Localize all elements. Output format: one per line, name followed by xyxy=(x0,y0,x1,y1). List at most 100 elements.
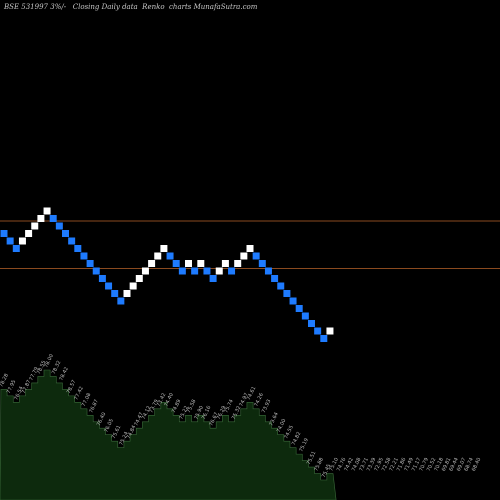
volume-label: 75.24 xyxy=(118,431,129,447)
renko-brick xyxy=(308,320,315,327)
renko-brick xyxy=(123,290,131,297)
volume-label: 78.32 xyxy=(51,360,62,376)
description-label: Closing Daily data xyxy=(72,3,138,11)
volume-label: 75.90 xyxy=(193,405,204,421)
source-label: charts MunafaSutra.com xyxy=(169,3,258,11)
renko-brick xyxy=(203,267,211,275)
renko-brick xyxy=(18,237,26,245)
volume-label: 75.19 xyxy=(298,437,309,453)
volume-label: 75.10 xyxy=(328,457,339,473)
renko-brick xyxy=(86,260,94,267)
volume-label: 77.79 xyxy=(28,366,39,382)
volume-label: 73.39 xyxy=(366,457,377,473)
renko-brick xyxy=(92,267,100,275)
renko-brick xyxy=(209,275,217,282)
renko-brick xyxy=(105,282,113,290)
volume-label: 75.32 xyxy=(231,405,242,421)
volume-label: 71.86 xyxy=(396,457,407,473)
renko-brick xyxy=(141,267,149,275)
renko-brick xyxy=(289,297,297,305)
volume-area-shape xyxy=(0,369,337,500)
renko-brick xyxy=(74,245,82,252)
volume-label: 76.67 xyxy=(208,412,219,428)
volume-label: 75.74 xyxy=(223,399,234,415)
volume-label: 76.29 xyxy=(216,405,227,421)
volume-label: 74.42 xyxy=(343,457,354,473)
volume-label: 76.16 xyxy=(201,405,212,421)
renko-brick xyxy=(166,252,174,260)
volume-label: 77.42 xyxy=(73,386,84,402)
renko-brick xyxy=(264,267,272,275)
volume-label: 76.40 xyxy=(96,412,107,428)
volume-label: 72.21 xyxy=(388,457,399,473)
volume-label: 74.08 xyxy=(351,457,362,473)
volume-label: 74.00 xyxy=(276,418,287,434)
volume-label: 74.82 xyxy=(291,431,302,447)
renko-brick xyxy=(258,260,266,267)
volume-label: 73.79 xyxy=(148,399,159,415)
volume-label: 77.95 xyxy=(6,379,17,395)
renko-brick xyxy=(31,222,39,230)
renko-brick xyxy=(234,260,242,267)
renko-brick xyxy=(49,215,57,222)
renko-brick xyxy=(25,230,33,237)
volume-label: 78.00 xyxy=(43,353,54,369)
renko-brick xyxy=(98,275,106,282)
extra-label: /- xyxy=(61,3,67,11)
volume-label: 78.55 xyxy=(36,360,47,376)
volume-labels: 78.2877.9576.5477.8777.7978.5578.0078.32… xyxy=(0,353,482,479)
volume-label: 68.40 xyxy=(471,457,482,473)
renko-brick xyxy=(252,252,260,260)
volume-label: 75.61 xyxy=(111,425,122,441)
volume-label: 69.44 xyxy=(448,457,459,473)
renko-brick xyxy=(215,267,223,275)
volume-label: 73.64 xyxy=(268,412,279,428)
renko-brick xyxy=(271,275,279,282)
volume-label: 70.18 xyxy=(433,457,444,473)
volume-label: 78.42 xyxy=(58,366,69,382)
renko-brick xyxy=(55,222,63,230)
volume-label: 76.54 xyxy=(13,386,24,402)
volume-label: 70.52 xyxy=(426,457,437,473)
volume-label: 74.97 xyxy=(238,392,249,408)
renko-brick xyxy=(62,230,69,237)
renko-brick xyxy=(37,215,45,222)
volume-area xyxy=(0,369,337,500)
renko-brick xyxy=(197,260,205,267)
volume-label: 69.81 xyxy=(441,457,452,473)
volume-label: 74.76 xyxy=(336,457,347,473)
renko-brick xyxy=(228,267,236,275)
chart-type-label: Renko xyxy=(142,3,165,11)
volume-label: 77.08 xyxy=(81,392,92,408)
volume-label: 75.22 xyxy=(178,405,189,421)
volume-label: 74.55 xyxy=(283,425,294,441)
renko-brick xyxy=(283,290,291,297)
volume-label: 73.93 xyxy=(261,399,272,415)
volume-label: 75.88 xyxy=(313,457,324,473)
renko-brick xyxy=(129,282,137,290)
volume-label: 69.07 xyxy=(456,457,467,473)
renko-brick xyxy=(185,260,192,267)
renko-brick xyxy=(301,312,309,320)
volume-label: 73.42 xyxy=(156,392,167,408)
volume-label: 72.95 xyxy=(373,457,384,473)
volume-label: 77.87 xyxy=(21,379,32,395)
renko-brick xyxy=(221,260,229,267)
volume-label: 75.45 xyxy=(321,463,332,479)
renko-brick xyxy=(6,237,14,245)
renko-brick xyxy=(12,245,20,252)
renko-brick xyxy=(314,327,322,335)
renko-brick xyxy=(191,267,199,275)
volume-label: 75.51 xyxy=(306,450,317,466)
change-label: 3% xyxy=(50,3,62,11)
renko-brick xyxy=(0,230,8,237)
renko-brick xyxy=(148,260,156,267)
volume-label: 76.87 xyxy=(88,399,99,415)
renko-brick xyxy=(43,207,51,215)
renko-brick xyxy=(326,327,334,335)
volume-label: 70.79 xyxy=(418,457,429,473)
symbol-label: BSE 531997 xyxy=(4,3,48,11)
renko-brick xyxy=(160,245,168,252)
